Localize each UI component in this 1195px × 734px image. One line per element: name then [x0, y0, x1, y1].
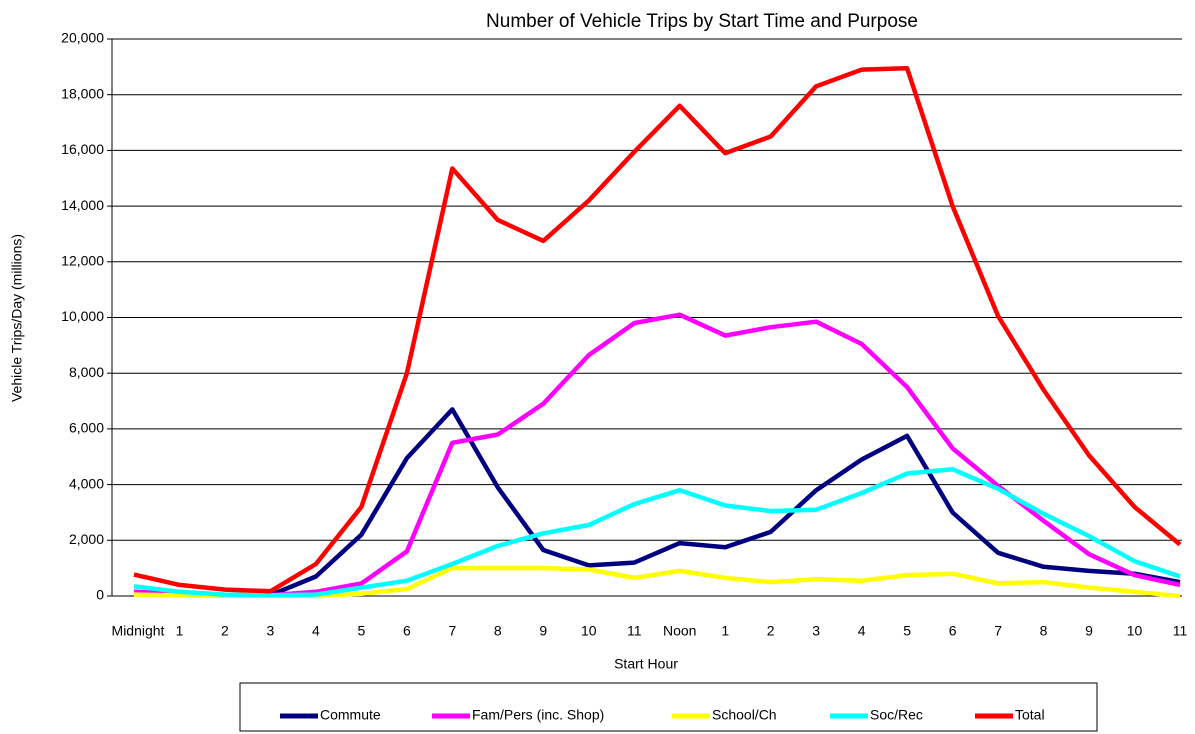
chart-title: Number of Vehicle Trips by Start Time an…: [486, 11, 918, 32]
y-tick-label: 10,000: [61, 308, 104, 324]
y-tick-label: 18,000: [61, 85, 104, 101]
x-tick-label: 1: [176, 623, 184, 639]
x-tick-label: 8: [494, 623, 502, 639]
x-tick-label: 3: [812, 623, 820, 639]
y-axis-label: Vehicle Trips/Day (millions): [9, 234, 25, 402]
y-tick-label: 0: [96, 587, 104, 603]
x-tick-label: 2: [221, 623, 229, 639]
x-tick-label: 11: [1173, 623, 1188, 639]
series-line: [133, 467, 1181, 598]
x-tick-label: 6: [403, 623, 411, 639]
x-tick-label: 4: [858, 623, 866, 639]
x-tick-label: 9: [1085, 623, 1093, 639]
x-tick-label: 5: [357, 623, 365, 639]
y-tick-label: 4,000: [69, 475, 104, 491]
y-tick-label: 8,000: [69, 364, 104, 380]
legend-label: Fam/Pers (inc. Shop): [472, 707, 604, 723]
y-tick-label: 14,000: [61, 197, 104, 213]
x-tick-label: 11: [627, 623, 642, 639]
y-tick-label: 20,000: [61, 30, 104, 46]
legend-label: Total: [1015, 707, 1045, 723]
legend-box: [239, 682, 1098, 732]
x-tick-label: 5: [903, 623, 911, 639]
y-tick-label: 2,000: [69, 531, 104, 547]
x-tick-label: 10: [581, 623, 597, 639]
x-tick-label: Midnight: [112, 623, 165, 639]
y-tick-label: 16,000: [61, 141, 104, 157]
legend-label: Commute: [320, 707, 381, 723]
y-tick-label: 12,000: [61, 253, 104, 269]
series-line: [133, 407, 1181, 598]
x-tick-label: 7: [994, 623, 1002, 639]
y-tick-label: 6,000: [69, 420, 104, 436]
x-tick-label: 10: [1127, 623, 1143, 639]
series-line: [133, 65, 1182, 594]
x-axis-label: Start Hour: [614, 656, 678, 672]
x-tick-label: 9: [539, 623, 547, 639]
x-tick-label: 1: [721, 623, 729, 639]
x-tick-label: 8: [1040, 623, 1048, 639]
x-tick-label: Noon: [663, 623, 696, 639]
x-tick-label: 6: [949, 623, 957, 639]
x-tick-label: 3: [267, 623, 275, 639]
legend-label: Soc/Rec: [870, 707, 923, 723]
x-tick-label: 7: [448, 623, 456, 639]
x-tick-label: 4: [312, 623, 320, 639]
x-tick-label: 2: [767, 623, 775, 639]
legend-label: School/Ch: [712, 707, 777, 723]
